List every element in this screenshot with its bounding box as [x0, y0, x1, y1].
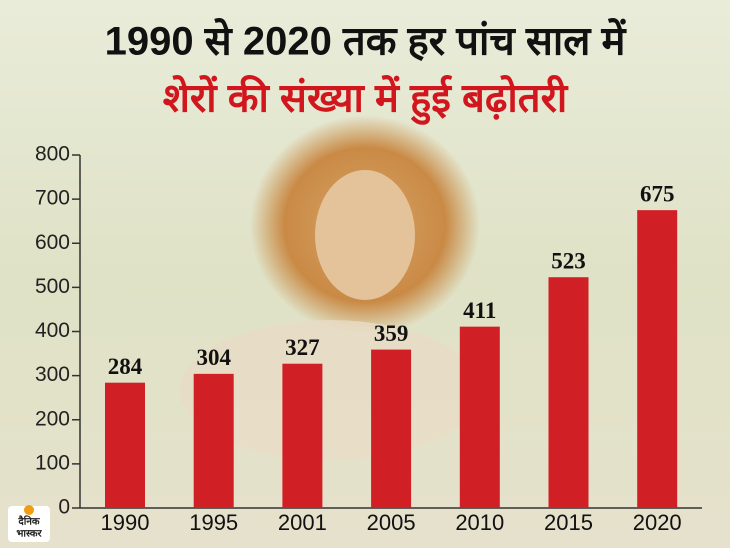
bar [105, 382, 145, 508]
x-tick-label: 1990 [101, 510, 150, 535]
chart-title: 1990 से 2020 तक हर पांच साल में [105, 18, 628, 64]
bar [637, 210, 678, 508]
value-label: 284 [108, 354, 143, 379]
x-tick-label: 2015 [544, 510, 593, 535]
value-label: 304 [196, 345, 231, 370]
chart-subtitle: शेरों की संख्या में हुई बढ़ोतरी [163, 75, 569, 126]
y-tick-label: 600 [35, 231, 70, 254]
y-tick-label: 500 [35, 275, 70, 298]
y-tick-label: 800 [35, 143, 70, 166]
logo-text: भास्कर [16, 529, 42, 540]
y-tick-label: 300 [35, 363, 70, 386]
logo-sun [24, 505, 34, 515]
bar [459, 326, 500, 508]
x-tick-label: 2010 [455, 510, 504, 535]
value-label: 327 [285, 335, 320, 360]
y-tick-label: 700 [35, 187, 70, 210]
value-label: 359 [374, 321, 409, 346]
logo-text: दैनिक [17, 515, 40, 528]
logo: दैनिक भास्कर [8, 505, 50, 542]
bar [193, 373, 234, 508]
logo-box [8, 506, 50, 542]
y-tick-label: 200 [35, 407, 70, 430]
value-label: 523 [551, 249, 586, 274]
y-tick-label: 100 [35, 451, 70, 474]
value-label: 411 [463, 298, 496, 323]
bar [371, 349, 412, 508]
bar [548, 277, 589, 508]
x-tick-label: 1995 [189, 510, 238, 535]
lion-face [315, 170, 415, 300]
x-tick-label: 2001 [278, 510, 327, 535]
y-tick-label: 0 [58, 496, 70, 519]
x-tick-label: 2005 [367, 510, 416, 535]
value-label: 675 [640, 181, 675, 206]
y-tick-label: 400 [35, 319, 70, 342]
x-tick-label: 2020 [633, 510, 682, 535]
bar [282, 363, 323, 508]
